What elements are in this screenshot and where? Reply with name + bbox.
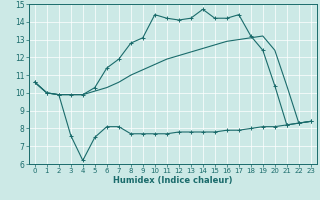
X-axis label: Humidex (Indice chaleur): Humidex (Indice chaleur) <box>113 176 233 185</box>
